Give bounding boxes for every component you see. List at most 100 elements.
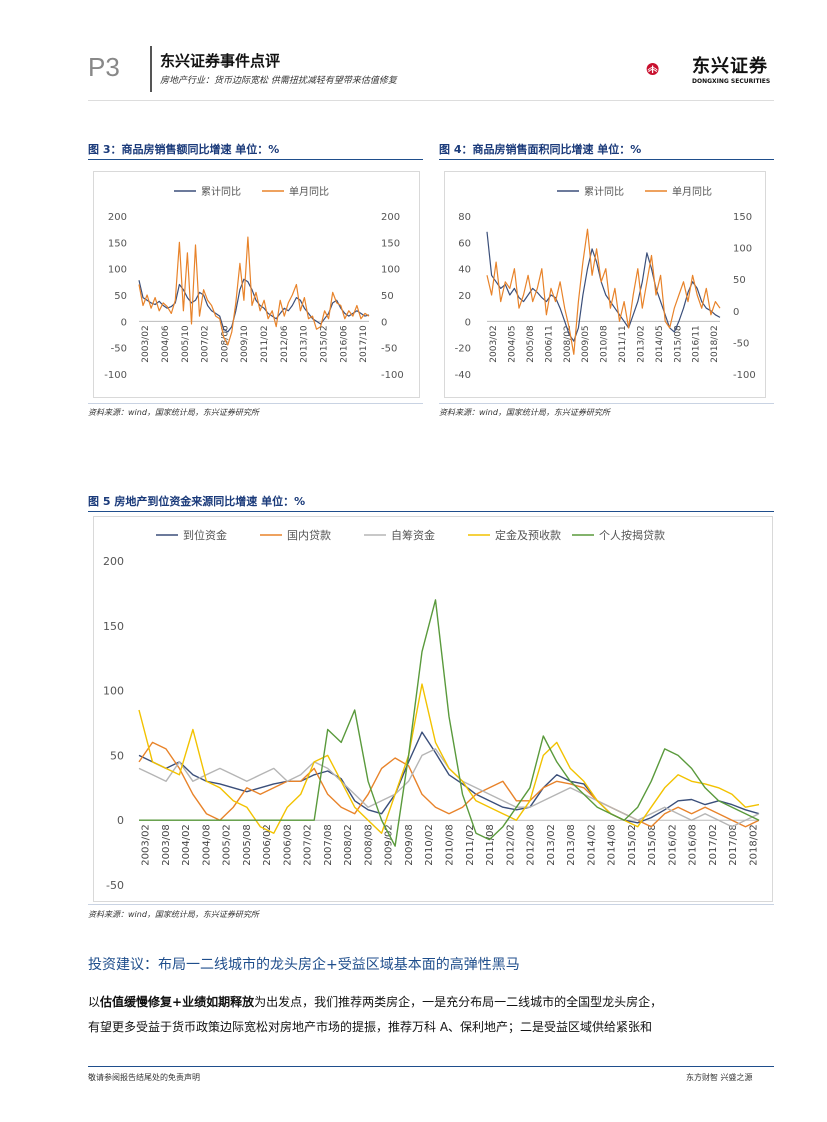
- legend-label-2: 自筹资金: [391, 528, 435, 542]
- x-tick-label: 2012/06: [280, 325, 290, 363]
- y2-tick-label: -100: [381, 370, 404, 381]
- y-tick-label: 150: [108, 238, 127, 249]
- y-tick-label: 100: [103, 685, 124, 698]
- x-tick-label: 2003/02: [489, 325, 499, 362]
- x-tick-label: 2015/02: [320, 325, 330, 362]
- x-tick-label: 2011/02: [260, 325, 270, 362]
- fig3-source-rule: [88, 403, 423, 404]
- x-tick-label: 2009/02: [384, 824, 395, 866]
- fig4-chart: 累计同比 单月同比 80 60 40 20 0 -20 -40 150 100 50 0 -50 -100 2…: [455, 185, 756, 381]
- x-tick-label: 2003/08: [161, 824, 172, 866]
- x-tick-label: 2016/06: [339, 325, 349, 363]
- x-tick-label: 2005/10: [181, 325, 191, 363]
- x-tick-label: 2005/08: [526, 325, 536, 363]
- fig5-chart-frame: 到位资金 国内贷款 自筹资金 定金及预收款 个人按揭贷款 200 150 100 50 0 -50 2…: [93, 516, 773, 902]
- x-tick-label: 2007/08: [323, 824, 334, 866]
- x-tick-label: 2008/02: [563, 325, 573, 362]
- y2-tick-label: 100: [733, 244, 752, 255]
- header-rule: [88, 100, 774, 101]
- x-tick-label: 2005/08: [242, 824, 253, 866]
- x-tick-label: 2007/02: [303, 824, 314, 866]
- y-tick-label: 0: [121, 317, 127, 328]
- logo-text: 东兴证券: [692, 56, 768, 77]
- y-tick-label: 40: [458, 265, 471, 276]
- x-tick-label: 2008/02: [343, 824, 354, 866]
- y-tick-label: -20: [455, 344, 471, 355]
- y-tick-label: 50: [110, 749, 124, 762]
- x-tick-label: 2013/08: [566, 824, 577, 866]
- x-tick-label: 2013/02: [546, 824, 557, 866]
- legend-label-0: 累计同比: [584, 185, 624, 198]
- series-line-到位资金: [138, 731, 760, 824]
- y-tick-label: -100: [104, 370, 127, 381]
- header-subtitle: 房地产行业：货币边际宽松 供需扭扰减轻有望带来估值修复: [160, 76, 397, 86]
- x-tick-label: 2009/10: [240, 325, 250, 363]
- x-tick-label: 2006/11: [544, 325, 554, 362]
- header-divider: [150, 46, 152, 92]
- x-tick-label: 2006/08: [282, 824, 293, 866]
- legend-label-1: 单月同比: [289, 186, 329, 198]
- legend-label-0: 累计同比: [201, 185, 241, 198]
- para-prefix: 以: [88, 995, 101, 1009]
- fig5-source-rule: [88, 904, 774, 905]
- series-line-个人按揭贷款: [139, 599, 760, 847]
- x-tick-label: 2004/08: [201, 824, 212, 866]
- x-tick-label: 2005/02: [222, 824, 233, 866]
- x-tick-label: 2004/06: [161, 325, 171, 363]
- legend-label-0: 到位资金: [183, 528, 227, 542]
- y2-tick-label: -100: [733, 370, 756, 381]
- series-line-单月同比: [486, 228, 721, 355]
- x-tick-label: 2014/05: [655, 325, 665, 362]
- x-tick-label: 2008/06: [220, 325, 230, 363]
- page-number: P3: [88, 52, 120, 82]
- series-line-定金及预收款: [138, 683, 760, 834]
- x-tick-label: 2013/10: [300, 325, 310, 363]
- footer-disclaimer: 敬请参阅报告结尾处的免责声明: [88, 1073, 200, 1082]
- y-tick-label: 60: [458, 238, 471, 249]
- y-tick-label: 200: [108, 212, 127, 223]
- y2-tick-label: 200: [381, 212, 400, 223]
- x-tick-label: 2016/08: [688, 824, 699, 866]
- y-tick-label: 50: [114, 291, 127, 302]
- y-tick-label: -40: [455, 370, 471, 381]
- x-tick-label: 2011/11: [618, 325, 628, 362]
- y-tick-label: 80: [458, 212, 471, 223]
- x-tick-label: 2017/08: [728, 824, 739, 866]
- x-tick-label: 2006/02: [262, 824, 273, 866]
- x-tick-label: 2015/02: [627, 824, 638, 866]
- fig3-rule: [88, 159, 423, 160]
- x-tick-label: 2017/10: [359, 325, 369, 363]
- fig5-rule: [88, 511, 774, 512]
- series-line-国内贷款: [138, 741, 760, 828]
- x-tick-label: 2004/05: [508, 325, 518, 362]
- legend-label-1: 单月同比: [672, 186, 712, 198]
- fig5-source: 资料来源：wind，国家统计局，东兴证券研究所: [88, 910, 259, 919]
- y-tick-label: -50: [111, 344, 127, 355]
- dongxing-logo-icon: [646, 63, 659, 75]
- y-tick-label: 100: [108, 265, 127, 276]
- x-tick-label: 2003/02: [141, 824, 152, 866]
- x-tick-label: 2017/02: [708, 824, 719, 866]
- fig5-title: 图 5 房地产到位资金来源同比增速 单位：%: [88, 495, 306, 508]
- y-tick-label: 150: [103, 620, 124, 633]
- x-tick-label: 2008/08: [363, 824, 374, 866]
- series-line-累计同比: [486, 231, 721, 342]
- y-tick-label: 20: [458, 291, 471, 302]
- x-tick-label: 2009/08: [404, 824, 415, 866]
- fig3-source: 资料来源：wind，国家统计局，东兴证券研究所: [88, 408, 259, 417]
- logo-english-text: DONGXING SECURITIES: [692, 78, 771, 85]
- x-tick-label: 2010/08: [600, 325, 610, 363]
- fig4-source: 资料来源：wind，国家统计局，东兴证券研究所: [439, 408, 610, 417]
- series-line-单月同比: [138, 236, 370, 346]
- x-tick-label: 2014/08: [607, 824, 618, 866]
- x-tick-label: 2018/02: [749, 824, 760, 866]
- x-tick-label: 2011/08: [485, 824, 496, 866]
- y2-tick-label: 100: [381, 265, 400, 276]
- x-tick-label: 2007/02: [201, 325, 211, 362]
- fig4-title: 图 4：商品房销售面积同比增速 单位：%: [439, 143, 642, 156]
- y2-tick-label: 0: [733, 307, 739, 318]
- para-line1: 为出发点，我们推荐两类房企，一是充分布局一二线城市的全国型龙头房企，: [254, 995, 663, 1009]
- y2-tick-label: 150: [381, 238, 400, 249]
- x-tick-label: 2016/02: [667, 824, 678, 866]
- y-tick-label: 0: [117, 814, 124, 827]
